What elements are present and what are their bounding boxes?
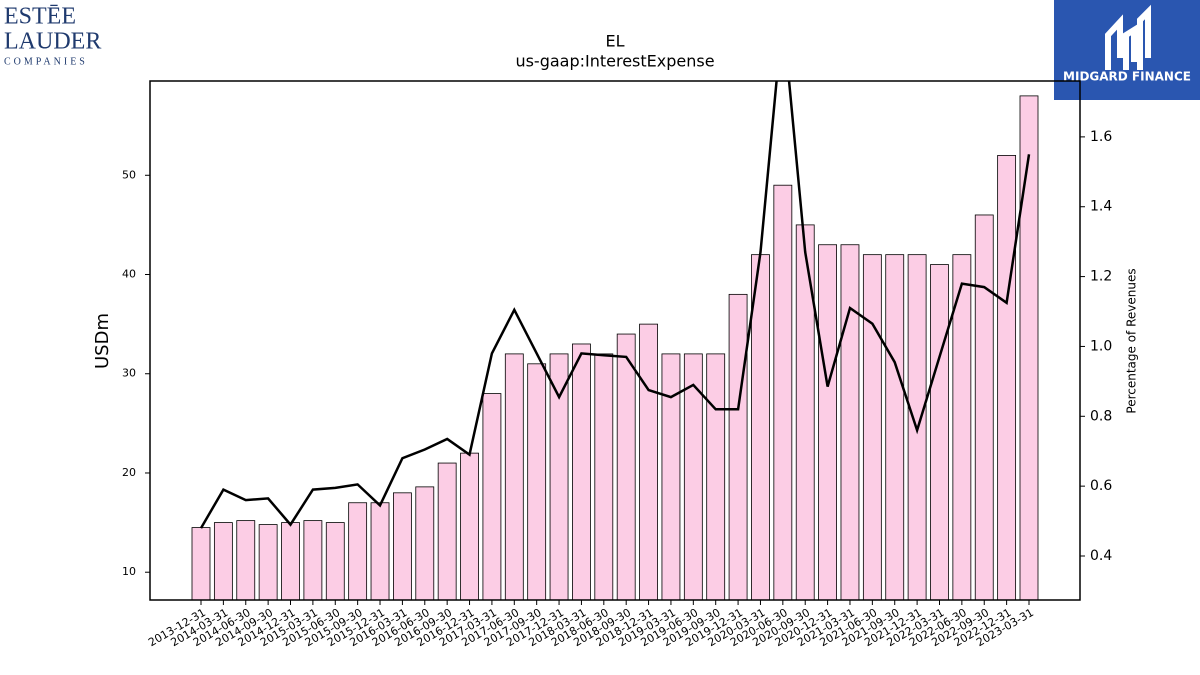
bar: [393, 492, 412, 600]
bar: [281, 522, 300, 600]
bar: [997, 155, 1017, 600]
y-tick-label: 30: [122, 367, 136, 380]
bar: [728, 293, 748, 600]
bar: [862, 254, 882, 600]
bar: [460, 452, 479, 600]
plot-area: [191, 81, 1039, 600]
y-tick-label: 40: [122, 268, 136, 281]
y2-tick-label: 0.4: [1090, 548, 1112, 564]
bar: [325, 522, 345, 600]
bar: [885, 254, 905, 600]
y2-tick-label: 0.6: [1090, 478, 1112, 494]
bar: [482, 393, 502, 600]
bar: [213, 522, 233, 600]
bar: [504, 353, 524, 600]
y-tick-label: 20: [122, 466, 136, 479]
y-tick-label: 50: [122, 168, 136, 181]
bar: [616, 333, 636, 600]
logo-text: LAUDER: [4, 29, 101, 55]
bar: [303, 520, 323, 600]
y-axis-label: USDm: [92, 313, 113, 369]
plot-frame: [149, 80, 1081, 601]
bar: [549, 353, 569, 600]
bar: [840, 244, 860, 600]
chart-subtitle: us-gaap:InterestExpense: [515, 52, 714, 71]
bar: [594, 353, 614, 600]
bar: [974, 214, 994, 600]
chart-title: EL: [605, 32, 624, 51]
bar: [773, 184, 793, 600]
y-tick-label: 10: [122, 565, 136, 578]
bar: [661, 353, 681, 600]
bar: [706, 353, 726, 600]
y2-tick-label: 1.0: [1090, 338, 1112, 354]
bar: [751, 254, 770, 600]
logo-text: MIDGARD FINANCE: [1063, 70, 1191, 84]
bar: [348, 502, 368, 600]
logo-icon: [1105, 4, 1151, 70]
y2-tick-label: 0.8: [1090, 408, 1112, 424]
y2-axis-label: Percentage of Revenues: [1125, 268, 1139, 413]
bar: [370, 502, 390, 600]
y2-tick-label: 1.6: [1090, 129, 1112, 145]
bar: [683, 353, 703, 600]
logo-text: COMPANIES: [4, 56, 88, 67]
bar: [952, 254, 972, 600]
bar: [818, 244, 837, 600]
line: [199, 81, 1031, 529]
logo-text: ESTĒE: [4, 4, 76, 30]
bar: [236, 520, 256, 600]
bar: [415, 486, 435, 600]
bar: [930, 264, 949, 600]
bar: [639, 323, 658, 600]
bar: [191, 527, 211, 600]
bar: [572, 343, 591, 600]
bar: [437, 462, 457, 600]
bar: [795, 224, 815, 600]
bar: [258, 524, 278, 600]
bar: [527, 363, 547, 600]
y2-tick-label: 1.4: [1090, 199, 1112, 215]
y2-tick-label: 1.2: [1090, 269, 1112, 285]
bar: [1019, 95, 1039, 600]
